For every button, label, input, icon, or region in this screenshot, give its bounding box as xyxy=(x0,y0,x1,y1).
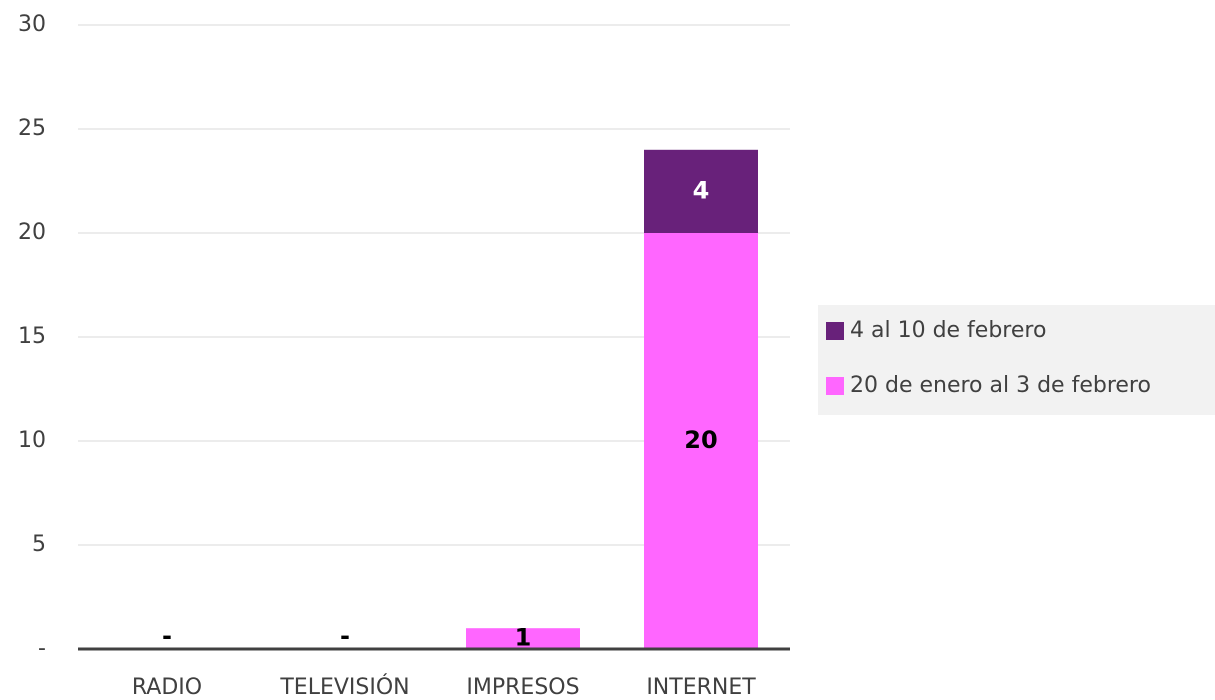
legend-box xyxy=(818,305,1215,415)
y-tick-label: 30 xyxy=(18,12,46,37)
legend-label: 20 de enero al 3 de febrero xyxy=(850,373,1151,398)
data-label: - xyxy=(340,622,350,650)
bar-segment xyxy=(644,149,758,233)
legend-swatch xyxy=(826,377,844,395)
x-tick-label: IMPRESOS xyxy=(466,675,579,700)
legend-label: 4 al 10 de febrero xyxy=(850,318,1046,343)
bar-segment xyxy=(466,628,580,649)
x-tick-label: INTERNET xyxy=(646,675,756,700)
y-tick-label: 25 xyxy=(18,116,46,141)
data-label: 20 xyxy=(684,426,717,454)
y-tick-label: - xyxy=(38,636,46,661)
y-tick-label: 15 xyxy=(18,324,46,349)
bar-segment xyxy=(644,233,758,649)
y-tick-label: 10 xyxy=(18,428,46,453)
data-label: 1 xyxy=(515,624,532,652)
legend-swatch xyxy=(826,322,844,340)
y-tick-label: 20 xyxy=(18,220,46,245)
data-label: - xyxy=(162,622,172,650)
x-tick-label: RADIO xyxy=(132,675,202,700)
y-tick-label: 5 xyxy=(32,532,46,557)
data-label: 4 xyxy=(693,176,710,204)
x-tick-label: TELEVISIÓN xyxy=(279,674,409,700)
